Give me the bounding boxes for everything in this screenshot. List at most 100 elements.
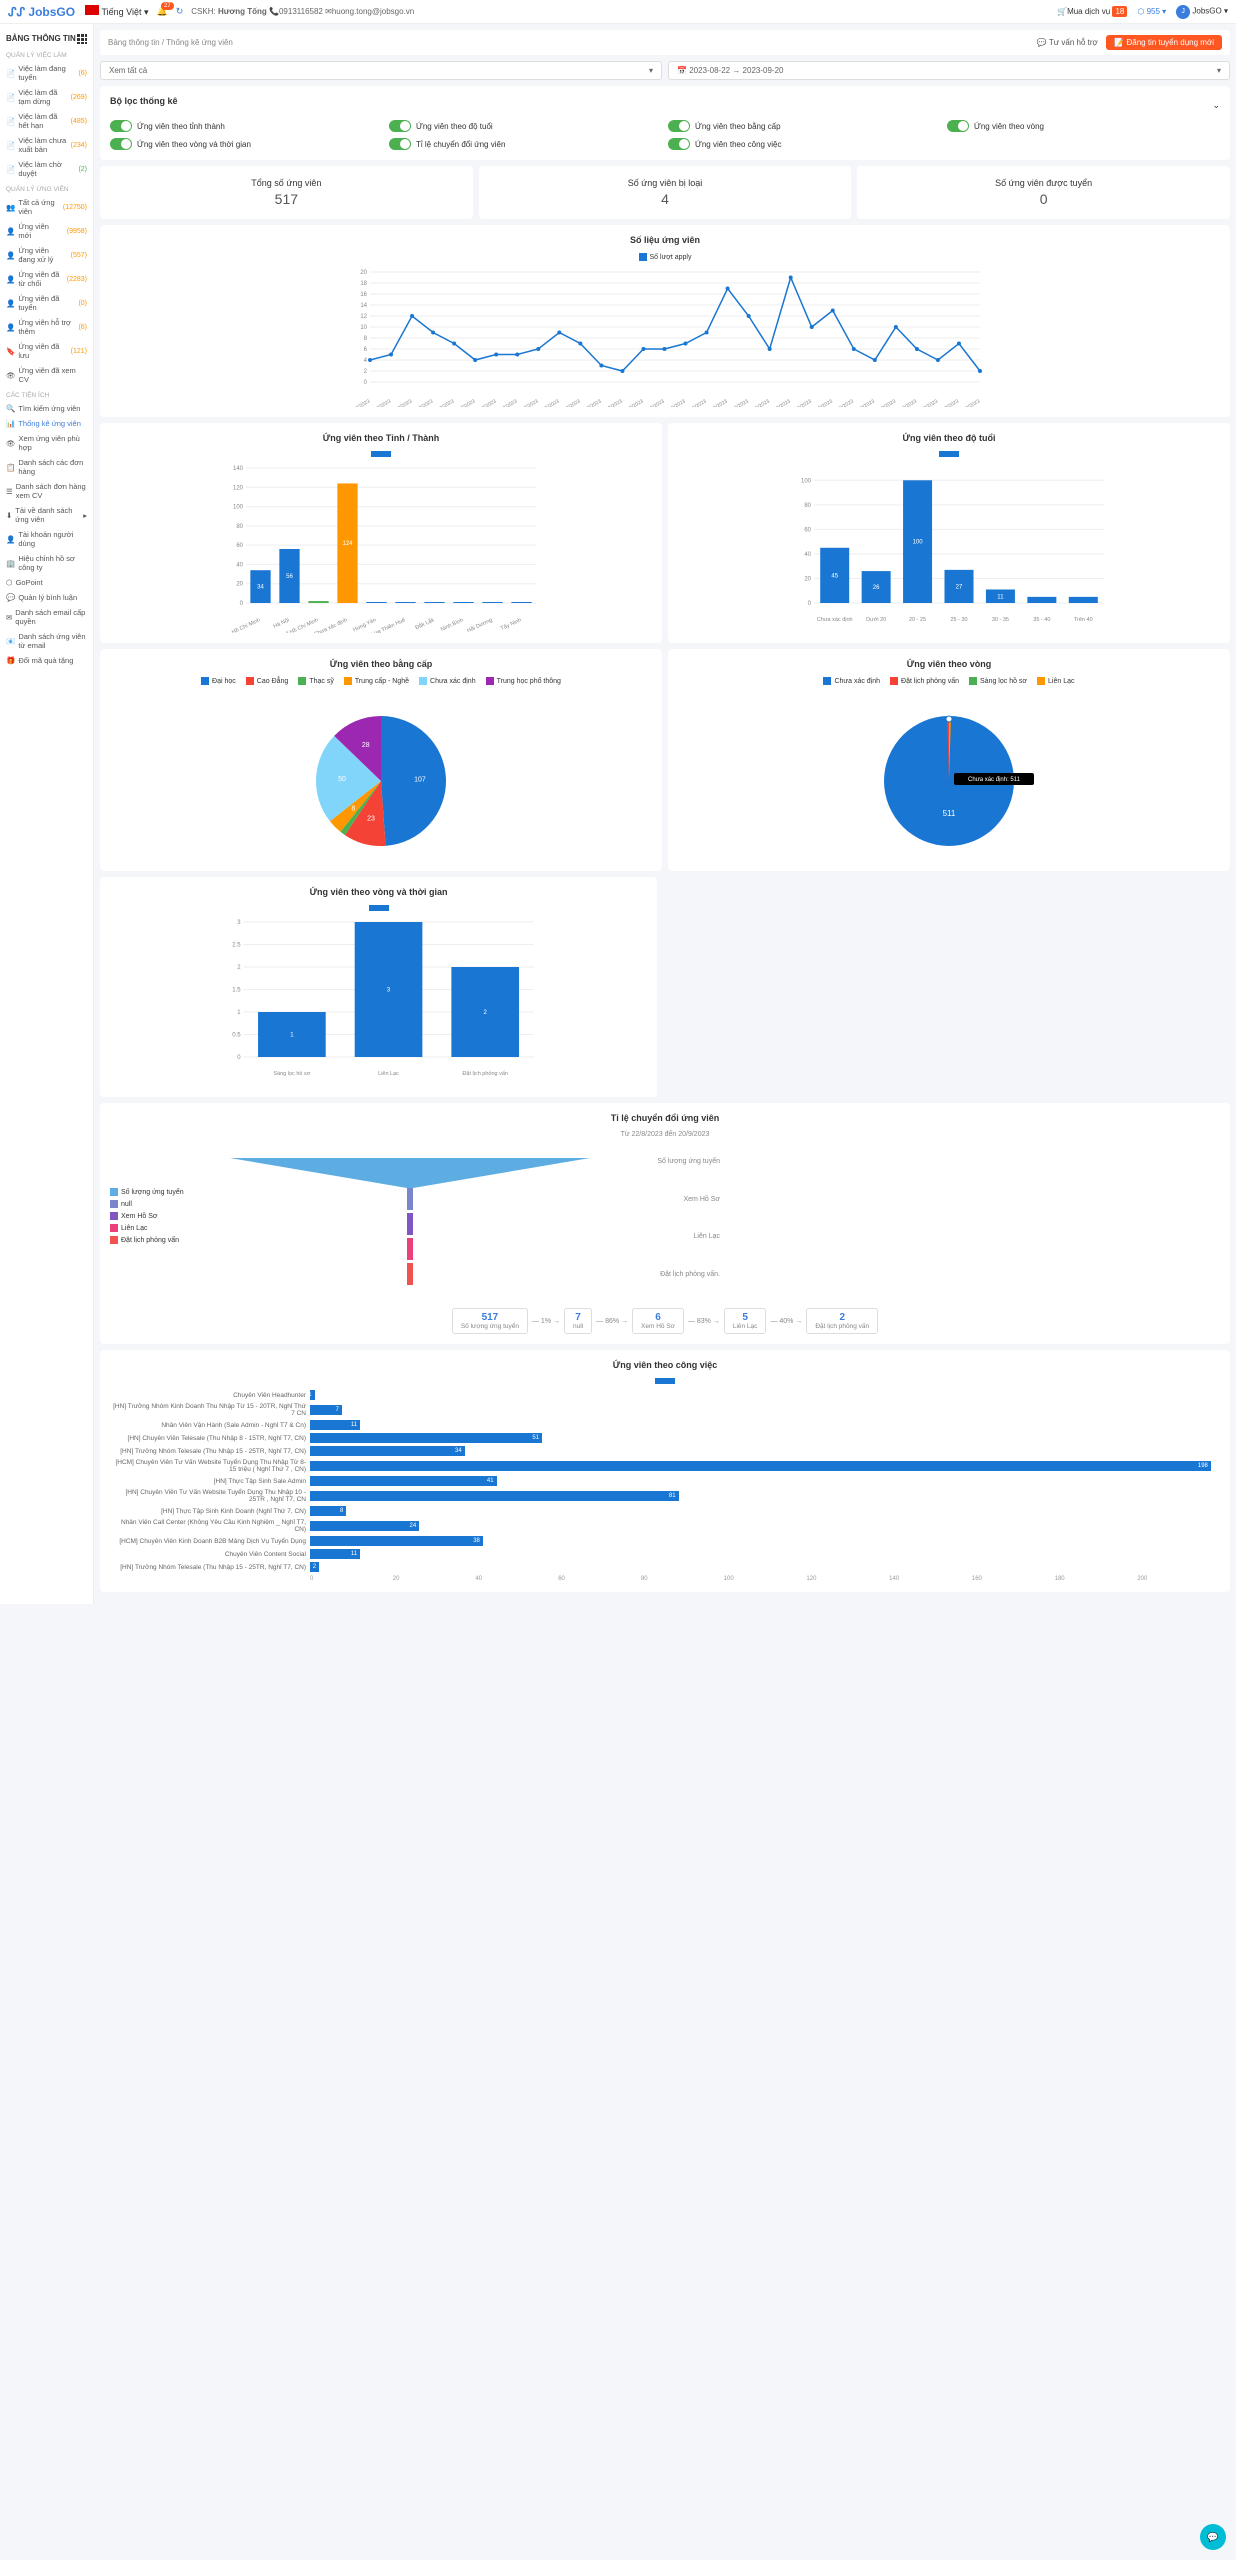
sidebar-item-company[interactable]: 🏢 Hiệu chỉnh hồ sơ công ty [0, 551, 93, 575]
refresh-icon[interactable]: ↻ [176, 6, 184, 17]
grid-icon[interactable] [77, 34, 87, 44]
sidebar-item-comments[interactable]: 💬 Quản lý bình luận [0, 590, 93, 605]
toggle-age[interactable] [389, 120, 411, 132]
toggle-province[interactable] [110, 120, 132, 132]
user-menu[interactable]: J JobsGO ▾ [1176, 5, 1228, 19]
svg-text:6: 6 [364, 347, 368, 353]
svg-text:Dưới 20: Dưới 20 [866, 617, 886, 623]
svg-text:1.5: 1.5 [232, 988, 241, 994]
sidebar-item-paused[interactable]: 📄 Việc làm đã tạm dừng (269) [0, 85, 93, 109]
sidebar-item-account[interactable]: 👤 Tài khoản người dùng [0, 527, 93, 551]
toggle-conversion[interactable] [389, 138, 411, 150]
age-chart-panel: Ứng viên theo độ tuổi 020406080100452610… [668, 423, 1230, 643]
svg-text:Chưa xác định: 511: Chưa xác định: 511 [968, 777, 1021, 783]
svg-text:24/08/2023: 24/08/2023 [388, 398, 413, 407]
svg-text:10: 10 [360, 325, 367, 331]
sidebar-item-gift[interactable]: 🎁 Đổi mã quà tặng [0, 653, 93, 668]
svg-text:35 - 40: 35 - 40 [1033, 617, 1050, 623]
sidebar-item-stats[interactable]: 📊 Thống kê ứng viên [0, 416, 93, 431]
svg-text:2: 2 [364, 369, 368, 375]
sidebar-item-expired[interactable]: 📄 Việc làm đã hết hạn (485) [0, 109, 93, 133]
lang-select[interactable]: Tiếng Việt ▾ [85, 5, 148, 18]
svg-text:26/08/2023: 26/08/2023 [430, 398, 455, 407]
svg-text:20 - 25: 20 - 25 [909, 617, 926, 623]
sidebar-item-all-cand[interactable]: 👥 Tất cả ứng viên (12750) [0, 195, 93, 219]
svg-text:Trên 40: Trên 40 [1074, 617, 1093, 623]
sidebar-item-hired[interactable]: 👤 Ứng viên đã tuyển (0) [0, 291, 93, 315]
collapse-icon[interactable]: ⌄ [1212, 100, 1220, 111]
svg-text:12/09/2023: 12/09/2023 [788, 398, 813, 407]
svg-text:28/08/2023: 28/08/2023 [473, 398, 498, 407]
svg-text:20: 20 [236, 582, 243, 588]
svg-text:140: 140 [233, 466, 244, 472]
sidebar-item-support[interactable]: 👤 Ứng viên hỗ trợ thêm (6) [0, 315, 93, 339]
toggle-job[interactable] [668, 138, 690, 150]
sidebar-item-gopoint[interactable]: ⬡ GoPoint [0, 575, 93, 590]
svg-text:Chưa xác định: Chưa xác định [313, 617, 348, 633]
toggle-degree[interactable] [668, 120, 690, 132]
svg-text:8: 8 [351, 805, 355, 812]
sidebar-item-orders[interactable]: 📋 Danh sách các đơn hàng [0, 455, 93, 479]
sidebar-item-match[interactable]: 👁 Xem ứng viên phù hợp [0, 431, 93, 455]
svg-text:0: 0 [237, 1055, 241, 1061]
date-range-select[interactable]: 📅 2023-08-22 → 2023-09-20▾ [668, 61, 1230, 80]
sidebar-item-saved[interactable]: 🔖 Ứng viên đã lưu (121) [0, 339, 93, 363]
svg-text:02/09/2023: 02/09/2023 [578, 398, 603, 407]
svg-text:Hà Nội: Hà Nội [273, 617, 291, 630]
svg-text:Ninh Bình: Ninh Bình [440, 617, 464, 633]
svg-text:8: 8 [364, 336, 368, 342]
sidebar-item-search[interactable]: 🔍 Tìm kiếm ứng viên [0, 401, 93, 416]
toggle-round-time[interactable] [110, 138, 132, 150]
svg-text:11: 11 [997, 594, 1004, 600]
sidebar-item-cv-orders[interactable]: ☰ Danh sách đơn hàng xem CV [0, 479, 93, 503]
svg-text:4: 4 [364, 358, 368, 364]
sidebar-item-active-jobs[interactable]: 📄 Việc làm đang tuyển (6) [0, 61, 93, 85]
breadcrumb: Bảng thông tin / Thống kê ứng viên [108, 38, 233, 47]
sidebar-item-new-cand[interactable]: 👤 Ứng viên mới (9958) [0, 219, 93, 243]
svg-text:20/09/2023: 20/09/2023 [956, 398, 981, 407]
svg-text:Hải Dương: Hải Dương [466, 617, 493, 633]
by-job-panel: Ứng viên theo công việc Chuyên Viên Head… [100, 1350, 1230, 1592]
support-button[interactable]: 💬 Tư vấn hỗ trợ [1037, 38, 1098, 47]
svg-text:60: 60 [804, 527, 811, 533]
sidebar-item-cand-email[interactable]: 📧 Danh sách ứng viên từ email [0, 629, 93, 653]
sidebar-item-processing[interactable]: 👤 Ứng viên đang xử lý (557) [0, 243, 93, 267]
svg-text:16: 16 [360, 292, 367, 298]
toggle-round[interactable] [947, 120, 969, 132]
filter-all-select[interactable]: Xem tất cả▾ [100, 61, 662, 80]
chat-button[interactable]: 💬 [1200, 2524, 1226, 2550]
svg-text:27: 27 [956, 584, 963, 590]
svg-text:16/09/2023: 16/09/2023 [872, 398, 897, 407]
svg-text:12: 12 [360, 314, 367, 320]
svg-text:11/09/2023: 11/09/2023 [767, 398, 792, 407]
svg-text:04/09/2023: 04/09/2023 [620, 398, 645, 407]
cart-link[interactable]: 🛒Mua dịch vụ 18 [1057, 7, 1127, 16]
sidebar-item-rejected[interactable]: 👤 Ứng viên đã từ chối (2283) [0, 267, 93, 291]
sidebar-item-viewedcv[interactable]: 👁 Ứng viên đã xem CV [0, 363, 93, 387]
svg-text:10/09/2023: 10/09/2023 [746, 398, 771, 407]
sidebar-item-pending[interactable]: 📄 Việc làm chờ duyệt (2) [0, 157, 93, 181]
province-chart-panel: Ứng viên theo Tỉnh / Thành 0204060801001… [100, 423, 662, 643]
svg-text:14/09/2023: 14/09/2023 [830, 398, 855, 407]
sidebar-item-emails[interactable]: ✉ Danh sách email cấp quyền [0, 605, 93, 629]
stat-rejected: Số ứng viên bị loại4 [479, 166, 852, 219]
svg-text:18/09/2023: 18/09/2023 [914, 398, 939, 407]
svg-text:100: 100 [801, 478, 812, 484]
svg-text:Chưa xác định: Chưa xác định [817, 617, 853, 623]
svg-text:60: 60 [236, 543, 243, 549]
gpoint-link[interactable]: ⬡ 955 ▾ [1137, 7, 1166, 16]
svg-text:107: 107 [414, 777, 426, 784]
svg-text:19/09/2023: 19/09/2023 [935, 398, 960, 407]
sidebar-item-unpublished[interactable]: 📄 Việc làm chưa xuất bản (234) [0, 133, 93, 157]
svg-text:2: 2 [237, 965, 241, 971]
svg-text:03/09/2023: 03/09/2023 [599, 398, 624, 407]
svg-text:124: 124 [342, 541, 353, 547]
post-job-button[interactable]: 📝 Đăng tin tuyển dụng mới [1106, 35, 1222, 50]
main-content: Bảng thông tin / Thống kê ứng viên 💬 Tư … [94, 24, 1236, 1604]
svg-text:34: 34 [257, 585, 264, 591]
sidebar-item-download[interactable]: ⬇ Tải về danh sách ứng viên ▸ [0, 503, 93, 527]
svg-text:01/09/2023: 01/09/2023 [557, 398, 582, 407]
notif-icon[interactable]: 🔔27 [157, 6, 168, 17]
svg-text:27/08/2023: 27/08/2023 [451, 398, 476, 407]
svg-text:25/08/2023: 25/08/2023 [409, 398, 434, 407]
